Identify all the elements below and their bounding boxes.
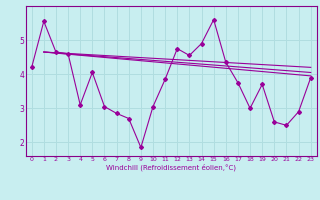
- X-axis label: Windchill (Refroidissement éolien,°C): Windchill (Refroidissement éolien,°C): [106, 164, 236, 171]
